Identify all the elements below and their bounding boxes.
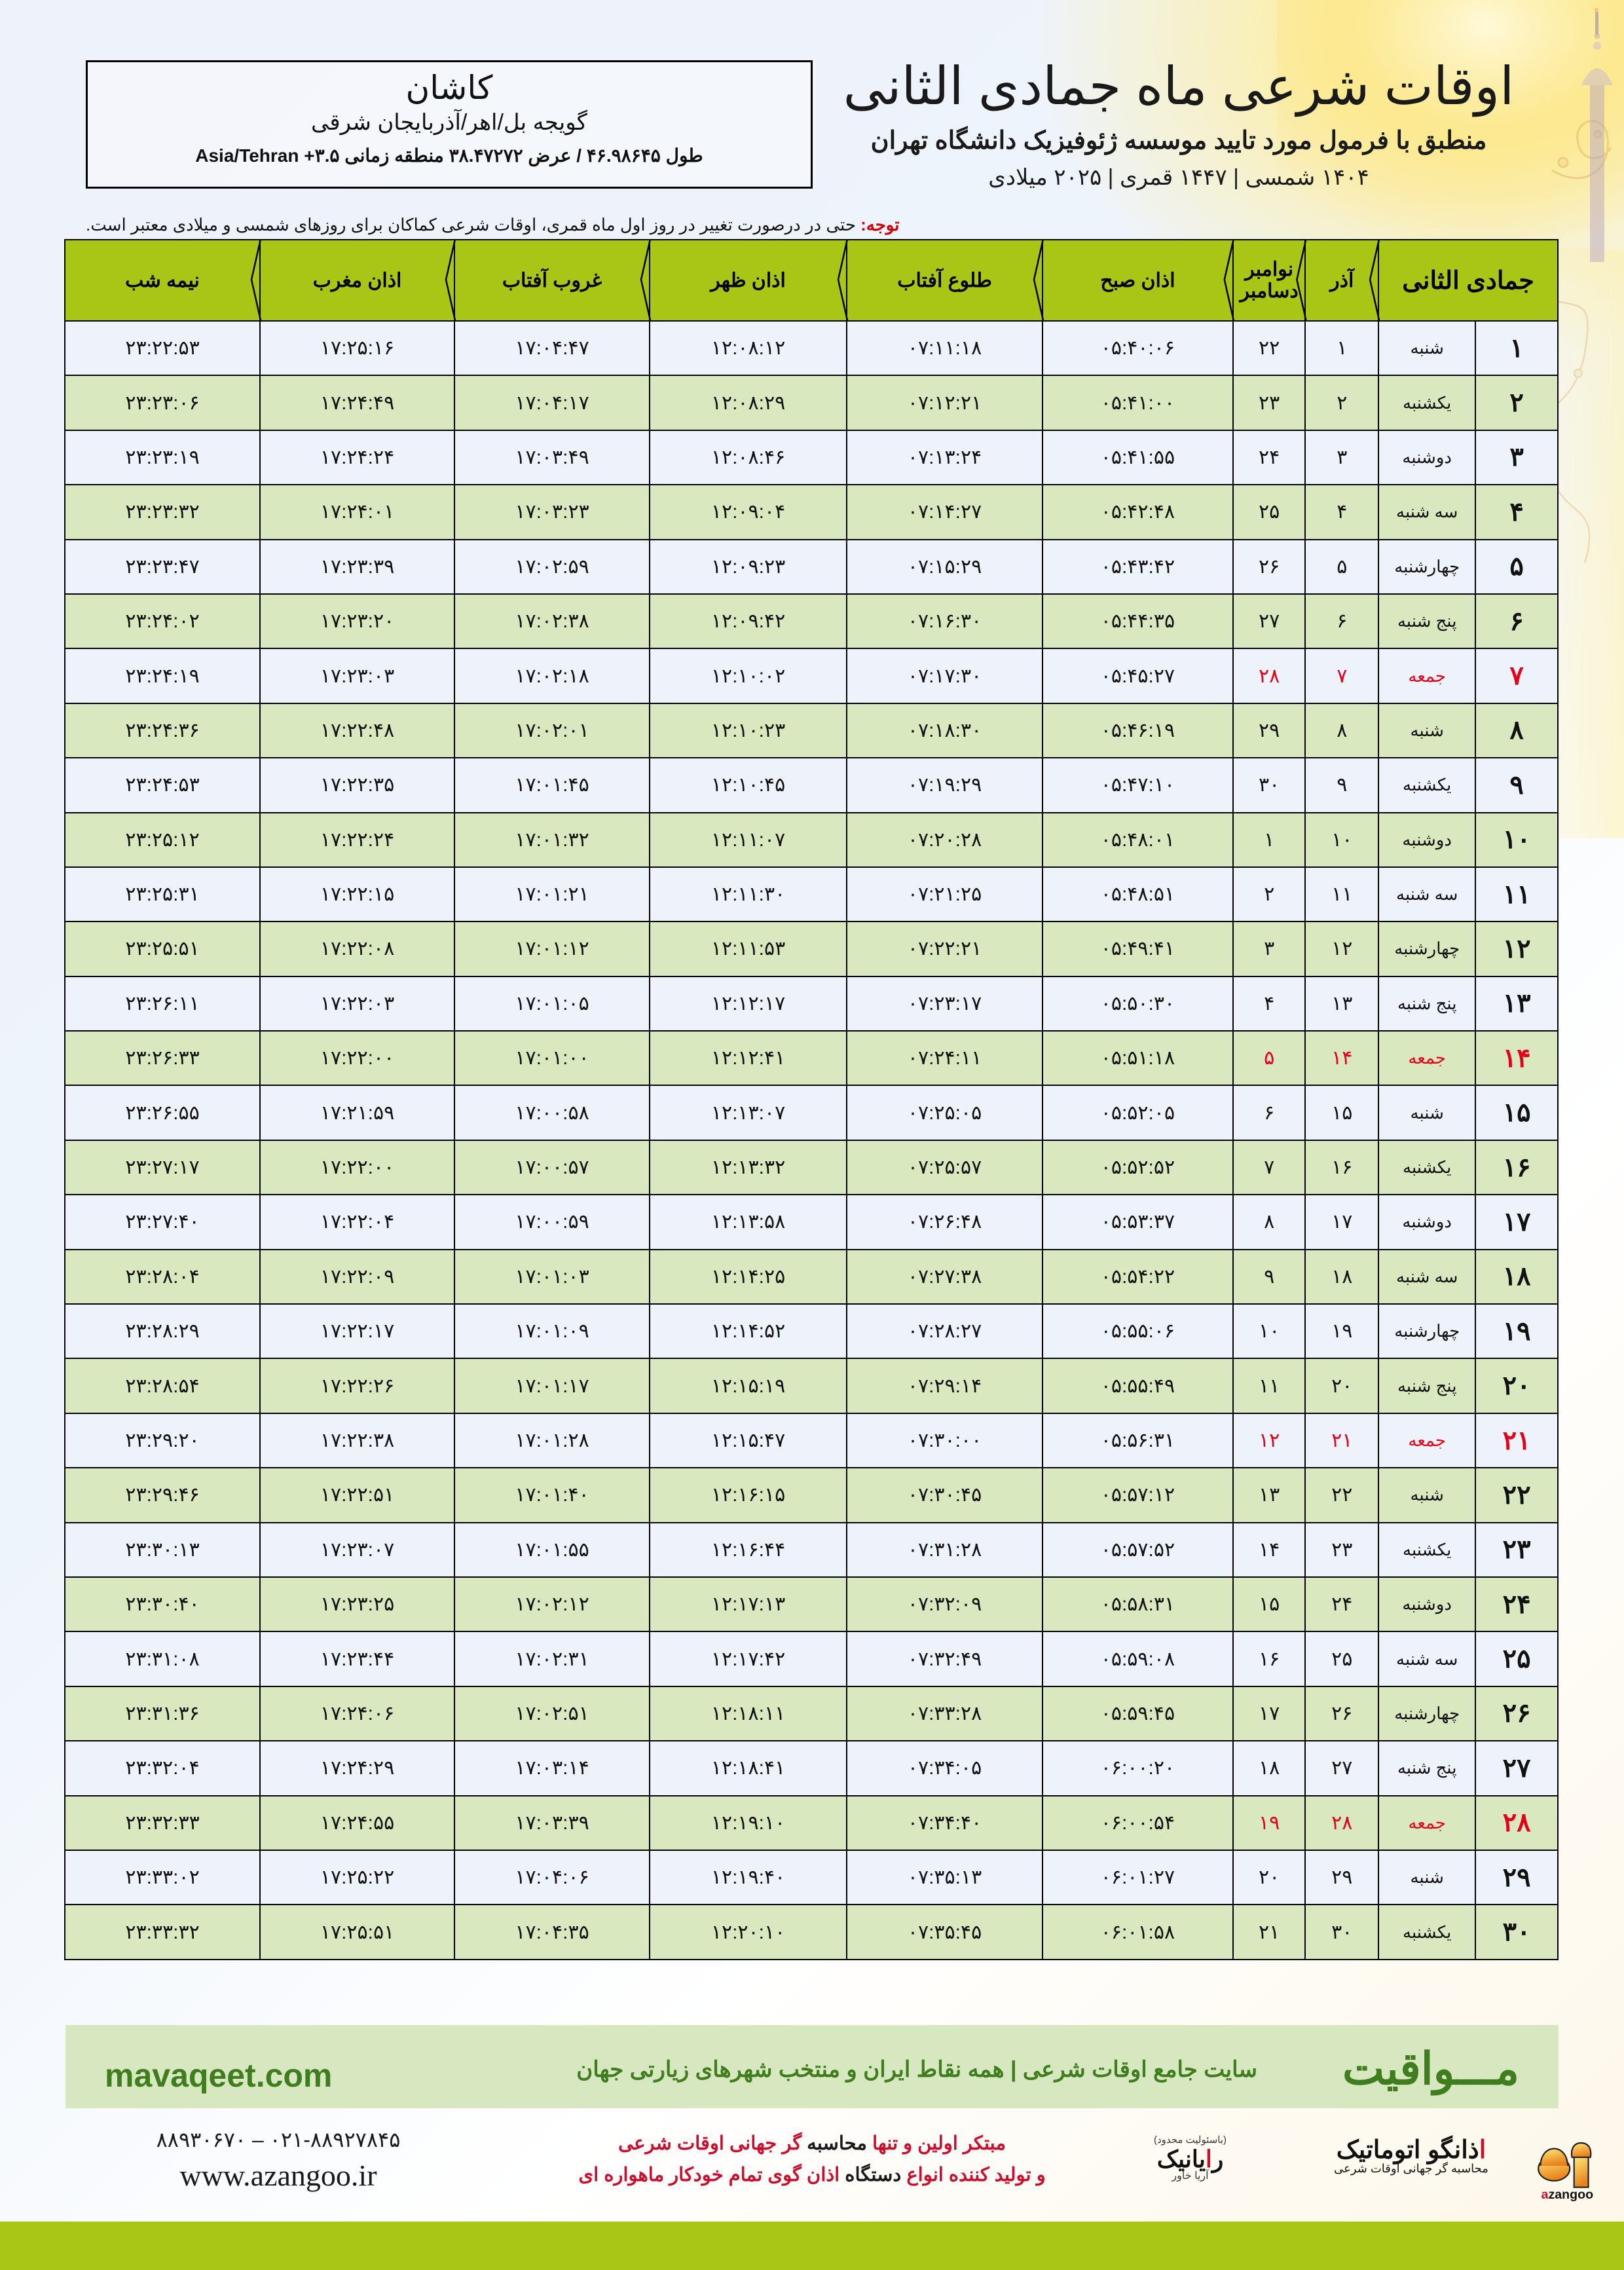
svg-text:azangoo: azangoo	[1541, 2187, 1594, 2202]
